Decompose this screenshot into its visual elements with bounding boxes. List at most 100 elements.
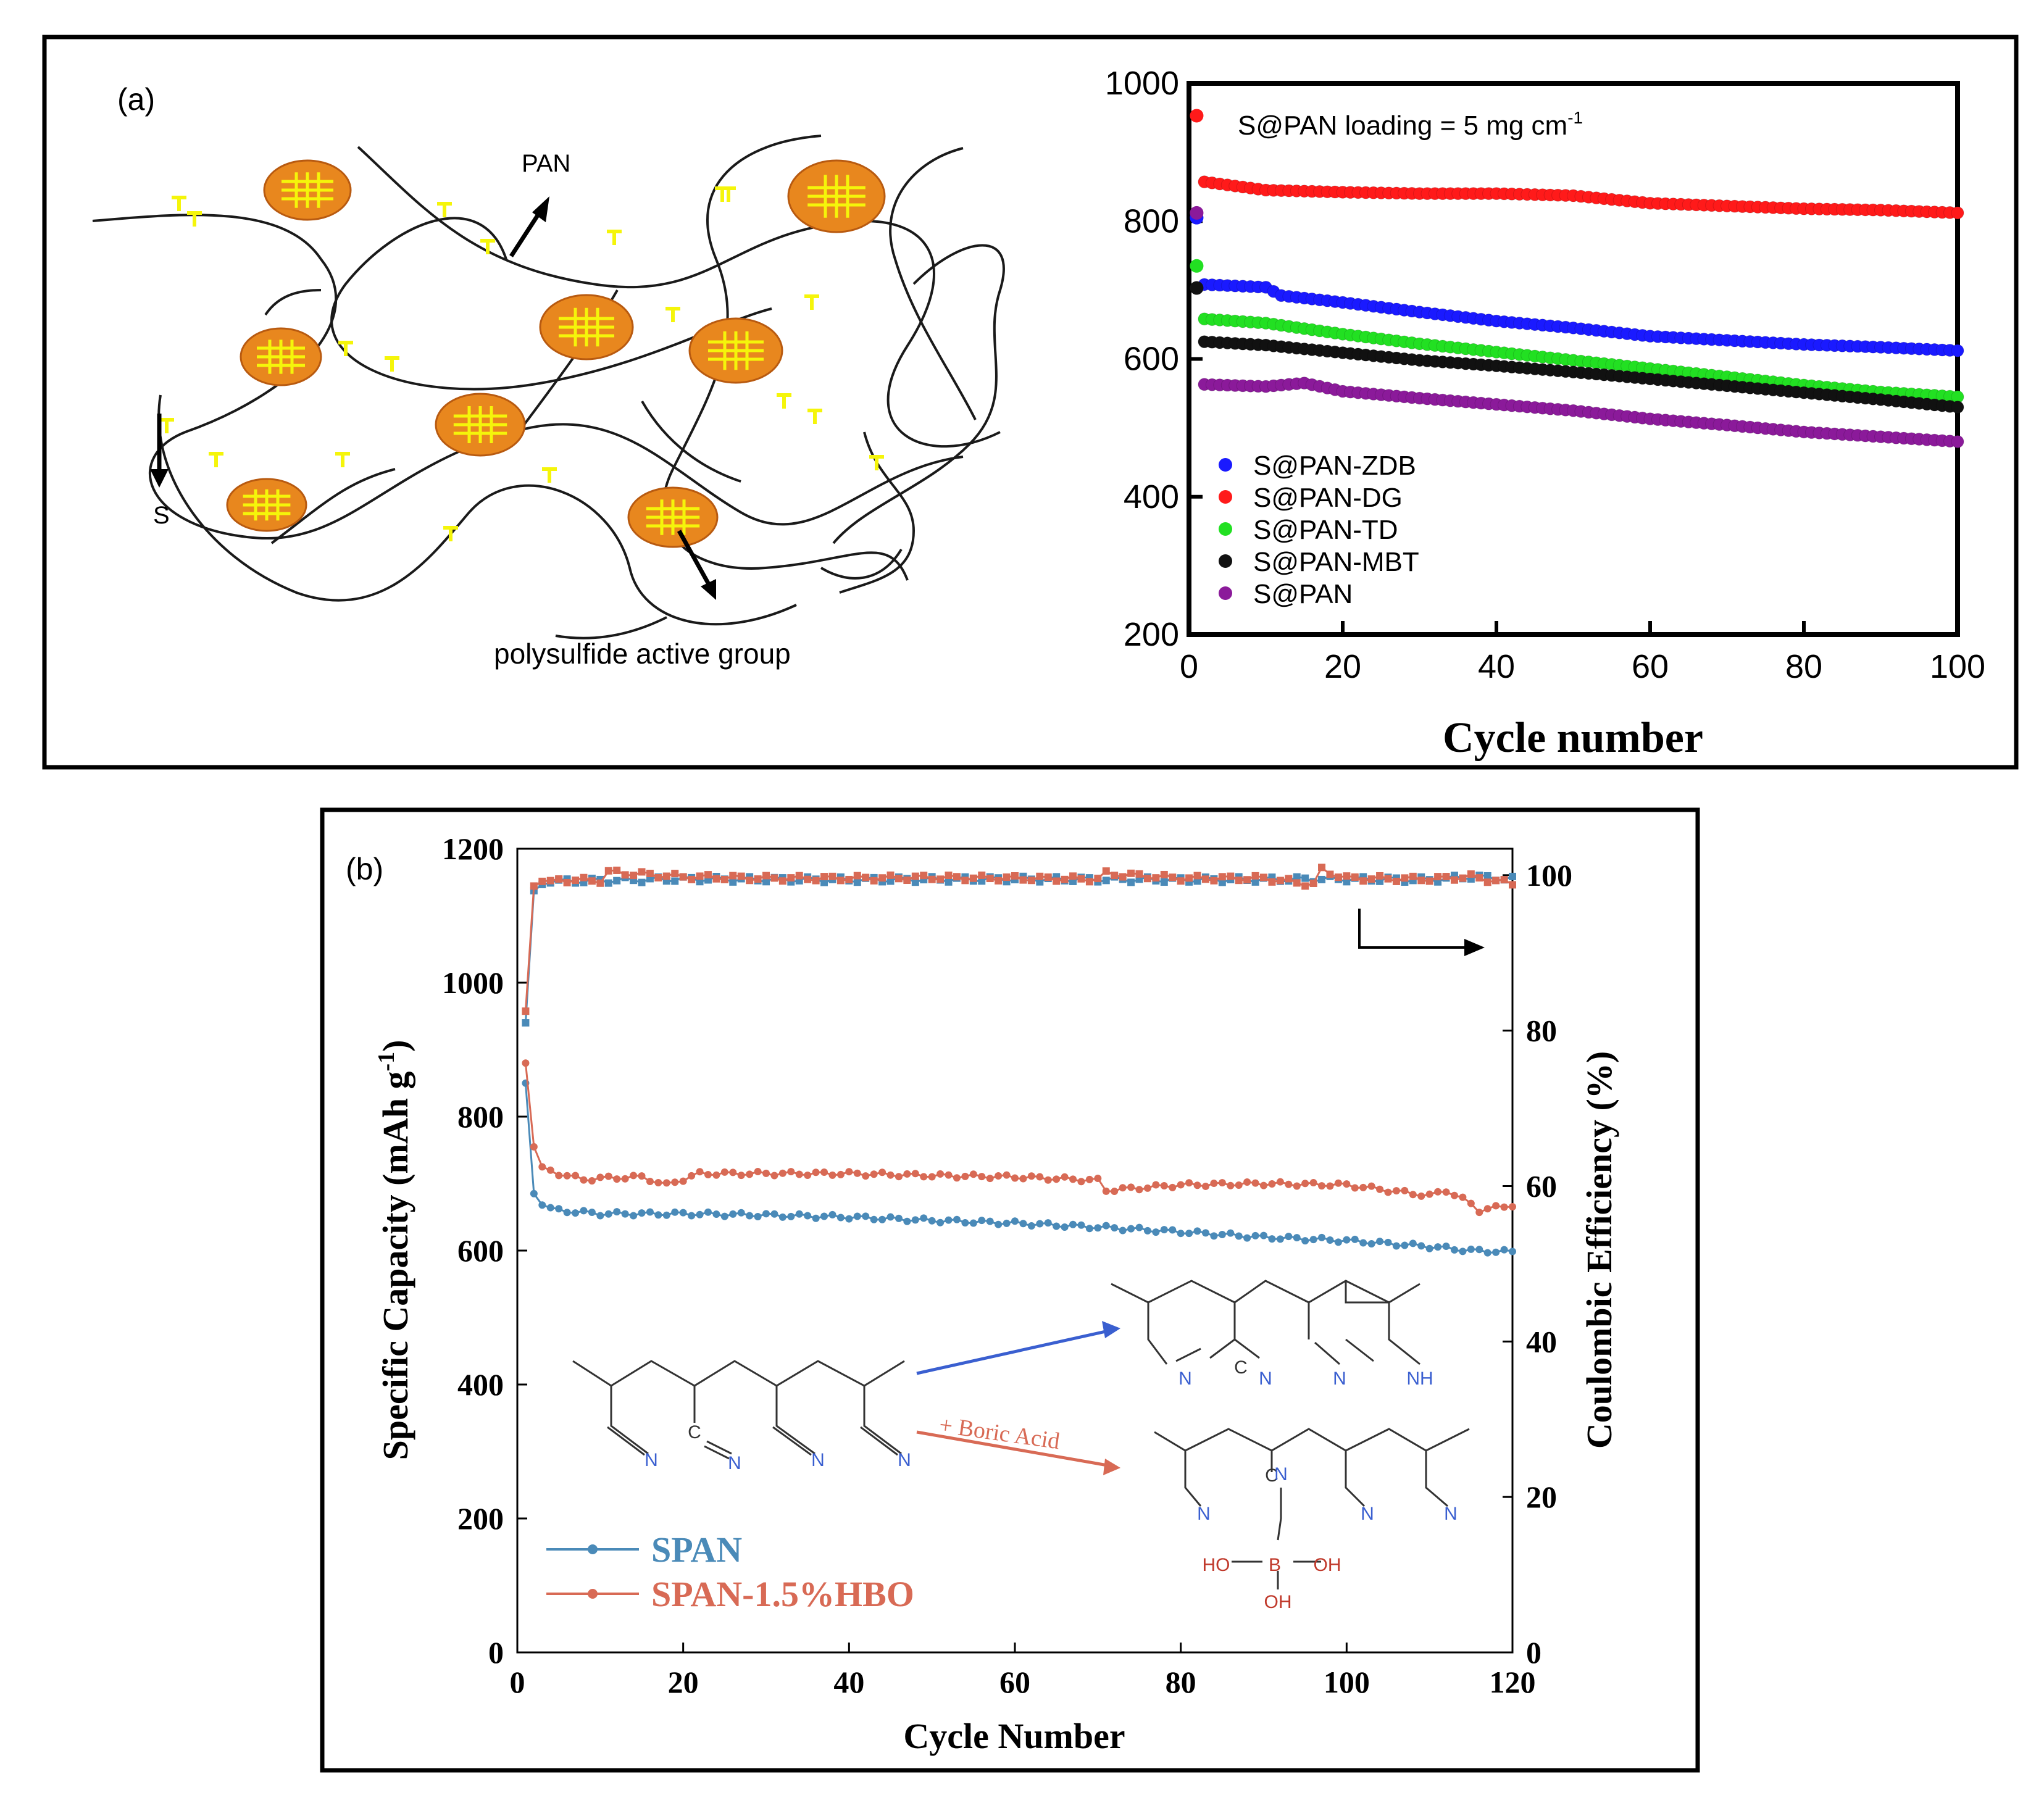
chart-b-point — [1483, 872, 1491, 880]
chart-b-point — [546, 1166, 554, 1174]
chart-b-point — [1160, 1181, 1168, 1189]
chart-b-point — [1475, 1209, 1483, 1217]
chart-b-y-tick-label: 600 — [457, 1233, 504, 1268]
sulfur-particle-motif — [282, 172, 333, 208]
chart-b-point — [1177, 1181, 1185, 1189]
chart-b-point — [1160, 870, 1168, 878]
chart-b-point — [1367, 875, 1375, 883]
chart-b-x-tick-label: 80 — [1166, 1665, 1196, 1699]
sulfur-particle-motif — [243, 489, 291, 521]
chart-a-series-S@PAN-MBT — [1190, 281, 1964, 414]
chart-b-legend-label: SPAN — [651, 1530, 742, 1570]
chart-b-point — [986, 1175, 994, 1183]
chart-b-point — [679, 873, 687, 881]
chart-b-point — [820, 1168, 828, 1176]
chart-b-point — [1036, 872, 1044, 880]
chart-b-point — [986, 875, 994, 883]
right-axis-arrow — [1358, 909, 1468, 949]
chart-b-point — [1111, 1224, 1119, 1232]
chart-b-point — [1210, 877, 1218, 885]
chart-b-point — [1077, 1221, 1085, 1229]
sulfur-pendant — [159, 418, 174, 433]
chart-b-point — [1177, 877, 1185, 885]
chart-b-point — [1160, 1226, 1168, 1234]
chart-b-point — [1201, 1182, 1209, 1190]
chart-b-point — [969, 1170, 977, 1178]
chart-b-point — [671, 1178, 679, 1186]
chart-b-point — [754, 1212, 762, 1220]
chart-b-point — [804, 1212, 812, 1220]
chart-b-point — [1359, 877, 1367, 885]
chart-b-point — [696, 1210, 704, 1218]
chart-b-point — [1169, 873, 1177, 881]
nitrile-1 — [607, 1386, 649, 1456]
chart-b-point — [1027, 877, 1035, 885]
chart-a-point — [1951, 435, 1964, 448]
chart-b-legend-label: SPAN-1.5%HBO — [651, 1574, 914, 1614]
chart-b-point — [870, 877, 878, 885]
chart-b-point — [878, 1168, 886, 1177]
chart-b-point — [1111, 872, 1119, 880]
chart-b-point — [1409, 1239, 1417, 1247]
chart-b-point — [538, 877, 546, 885]
chart-b-point — [920, 1214, 928, 1222]
chart-b-point — [1218, 1231, 1226, 1239]
chart-b-point — [720, 875, 728, 883]
sulfur-particle-motif — [708, 331, 764, 370]
chart-b-point — [762, 878, 770, 886]
chart-b-point — [1185, 1179, 1193, 1187]
chart-b-point — [1500, 1203, 1508, 1211]
chart-b-point — [1309, 879, 1317, 887]
chart-b-point — [1293, 879, 1301, 887]
chart-b-point — [1483, 1205, 1491, 1213]
scheme-atom-label: C — [688, 1422, 701, 1443]
chart-b-point — [1102, 867, 1110, 875]
chart-b-point — [1268, 1235, 1276, 1243]
chart-b-point — [886, 1213, 895, 1221]
chart-b-point — [1143, 1184, 1151, 1192]
chart-b-point — [754, 875, 762, 883]
chart-b-point — [1417, 877, 1425, 885]
chart-b-point — [770, 1210, 778, 1218]
chart-a-series-S@PAN — [1190, 206, 1964, 448]
chart-b-point — [1044, 1219, 1052, 1227]
chart-b-point — [1384, 1188, 1392, 1196]
chart-b-point — [1500, 1246, 1508, 1254]
scheme-atom-label: N — [1361, 1504, 1374, 1524]
chart-b-point — [530, 1143, 538, 1151]
chart-b-point — [1384, 1238, 1392, 1246]
chart-b-point — [911, 1170, 919, 1178]
chart-b-point — [878, 874, 886, 882]
chart-b-point — [1135, 1186, 1143, 1194]
chart-b-point — [1326, 870, 1334, 878]
chart-b-point — [1251, 872, 1259, 880]
chart-b-point — [1483, 1249, 1491, 1257]
chart-b-point — [546, 1204, 554, 1212]
chart-a-y-tick-label: 600 — [1124, 341, 1179, 378]
sulfur-pendant — [721, 186, 736, 202]
sulfur-particle-motif — [257, 339, 305, 374]
chart-b-point — [1351, 873, 1359, 881]
chart-b-point — [720, 1168, 728, 1176]
chart-b-point — [1027, 1222, 1035, 1230]
sulfur-pendant — [172, 196, 186, 211]
chart-b-point — [1094, 1224, 1102, 1232]
chart-b-point — [1094, 875, 1102, 883]
chart-b-point — [1401, 1241, 1409, 1249]
chart-b-point — [978, 1217, 986, 1225]
nitrile-4 — [860, 1386, 902, 1456]
chart-b-point — [953, 1215, 961, 1223]
chart-b-point — [555, 875, 563, 883]
chart-b-point — [546, 877, 554, 885]
chart-b-point — [746, 877, 754, 885]
chart-b-point — [604, 867, 612, 875]
chart-b-point — [812, 1214, 820, 1222]
chart-b-y-axis-label: Specific Capacity (mAh g-1) — [373, 1040, 415, 1460]
chart-b-point — [1492, 1202, 1500, 1210]
chart-b-point — [729, 1210, 737, 1218]
chart-b-point — [1019, 1175, 1027, 1183]
chart-b-point — [613, 1175, 621, 1183]
chart-b-point — [1509, 1203, 1516, 1211]
scheme-atom-label: N — [728, 1453, 741, 1473]
